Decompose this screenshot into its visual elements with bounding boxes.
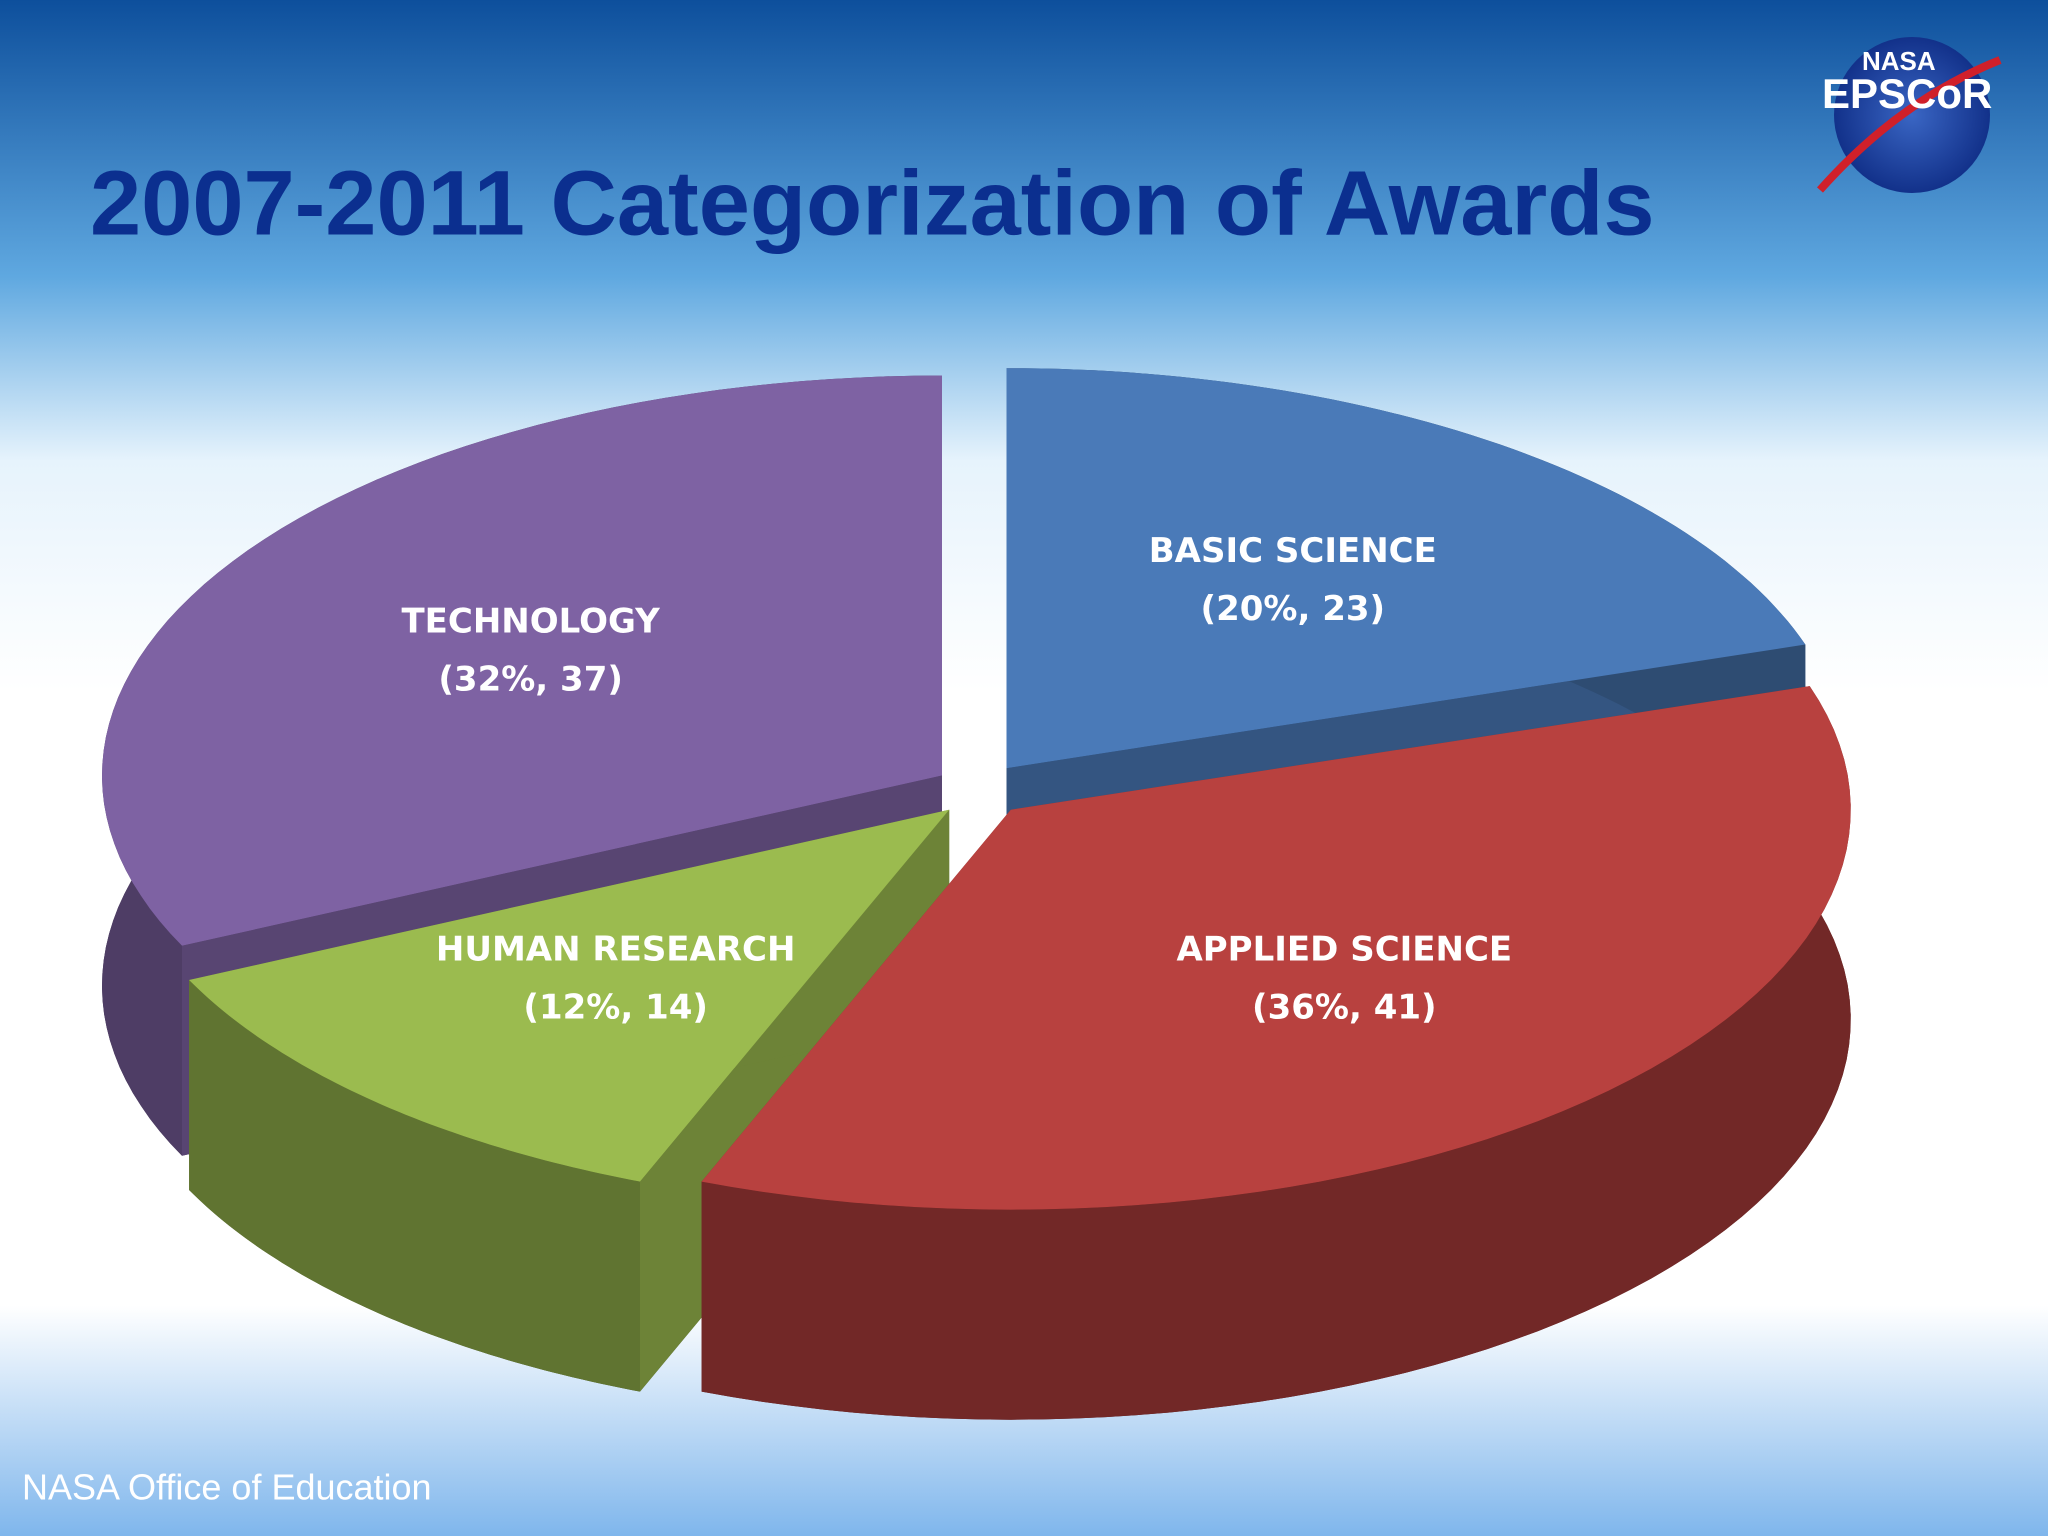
footer: NASA Office of Education [22,1467,432,1508]
slice-label: APPLIED SCIENCE [1176,929,1512,969]
slice-top [189,809,950,1182]
slice-top [102,375,942,946]
slice-value-label: (36%, 41) [1252,987,1437,1027]
slice-value-label: (32%, 37) [438,660,623,700]
pie: BASIC SCIENCE (20%, 23) APPLIED SCIENCE (36… [102,368,1851,1420]
slice-label: BASIC SCIENCE [1149,531,1437,571]
logo-nasa: NASA [1862,46,1936,76]
slice-wall [701,686,1851,1420]
slice [701,686,1851,1420]
logo-disc [1834,37,1990,193]
logo: NASA EPSCoR [1817,37,2002,193]
slice-value-label: (20%, 23) [1201,589,1386,629]
logo-epscor: EPSCoR [1822,70,1992,117]
slice-value-label: (12%, 14) [523,987,708,1027]
logo-swoosh [1817,56,2002,193]
slice-top [701,686,1851,1210]
slice-top [1006,368,1806,769]
chart-title: 2007-2011 Categorization of Awards [90,152,1655,254]
slice-label: TECHNOLOGY [401,602,660,642]
slice-wall [189,980,640,1392]
slice-label: HUMAN RESEARCH [436,929,796,969]
